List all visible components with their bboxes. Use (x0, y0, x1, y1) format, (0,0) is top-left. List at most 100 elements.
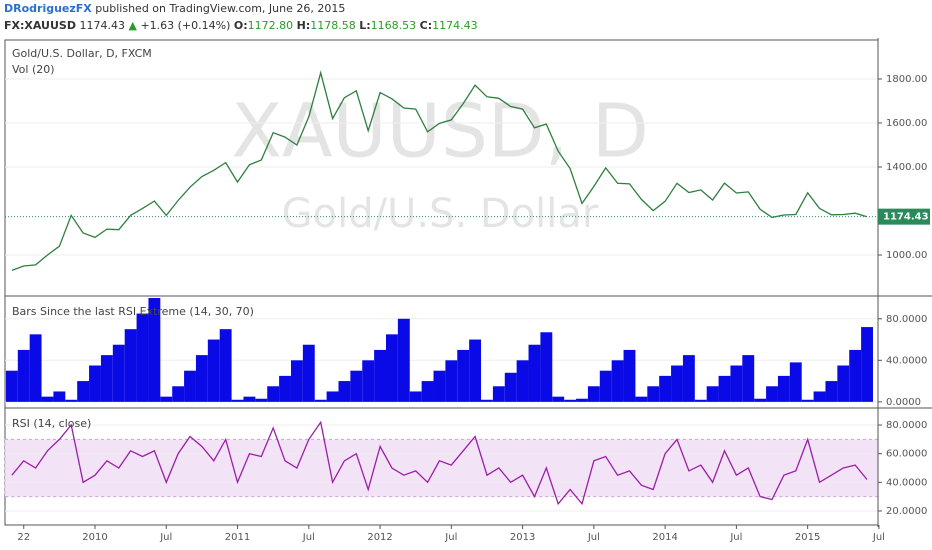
h-key: H: (296, 19, 311, 32)
bar (469, 339, 482, 402)
bar (730, 365, 743, 402)
bar (112, 344, 125, 402)
bar (77, 381, 90, 402)
bar (576, 398, 588, 402)
bar (754, 398, 767, 402)
bar (611, 360, 624, 402)
bar (777, 375, 790, 402)
bar (742, 355, 755, 402)
series-line (11, 420, 868, 506)
bar (694, 399, 707, 402)
watermark-sub: Gold/U.S. Dollar (282, 191, 599, 237)
bar (504, 372, 517, 402)
bar (136, 313, 149, 402)
y-tick-label: 40.0000 (886, 355, 927, 366)
bar (409, 391, 422, 402)
bar (647, 386, 660, 402)
bar (100, 355, 113, 402)
bar (445, 360, 458, 402)
c-key: C: (419, 19, 433, 32)
published: published on TradingView.com, June 26, 2… (95, 2, 346, 15)
bar (564, 399, 577, 402)
bar (706, 386, 719, 402)
bar (861, 327, 873, 402)
x-tick-label: Jul (159, 532, 172, 543)
x-tick-label: 2012 (367, 532, 392, 543)
y-tick-label: 60.0000 (886, 449, 927, 460)
y-tick-label: 80.0000 (886, 420, 927, 431)
bar (457, 349, 470, 402)
bar (374, 349, 386, 402)
author[interactable]: DRodriguezFX (4, 2, 92, 15)
bar (267, 386, 280, 402)
bar (362, 360, 375, 402)
l-key: L: (359, 19, 371, 32)
y-tick-label: 1000.00 (886, 250, 927, 261)
header-line: DRodriguezFX published on TradingView.co… (4, 0, 478, 17)
bar (481, 399, 493, 402)
bar (813, 391, 826, 402)
bar (492, 386, 505, 402)
y-tick-label: 1400.00 (886, 162, 927, 173)
bar (17, 349, 30, 402)
x-tick-label: 2013 (510, 532, 535, 543)
x-tick-label: 2010 (82, 532, 107, 543)
bar (516, 360, 529, 402)
chart: XAUUSD, D Gold/U.S. Dollar 1000.00 1400.00 1… (4, 38, 932, 543)
y-tick-label: 1800.00 (886, 74, 927, 85)
x-tick-label: 2015 (795, 532, 820, 543)
bar (148, 298, 161, 402)
bar (184, 370, 196, 402)
bar (290, 360, 303, 402)
y-tick-label: 20.0000 (886, 506, 927, 517)
header: DRodriguezFX published on TradingView.co… (4, 0, 478, 34)
bar (528, 344, 541, 402)
bar (53, 391, 66, 402)
bar (540, 332, 553, 402)
bar (635, 396, 648, 402)
bar (386, 334, 398, 402)
o-key: O: (233, 19, 248, 32)
bar (801, 399, 814, 402)
x-tick-label: Jul (444, 532, 457, 543)
bar (231, 399, 244, 402)
bar (623, 349, 636, 402)
bar (350, 370, 363, 402)
bar (587, 386, 600, 402)
bar (195, 355, 208, 402)
series-line (11, 70, 868, 272)
x-tick-label: 2014 (652, 532, 677, 543)
bar (433, 370, 446, 402)
bar (766, 386, 778, 402)
bar (255, 398, 268, 402)
bar (172, 386, 185, 402)
x-tick-label: Jul (587, 532, 600, 543)
y-tick-label: 1600.00 (886, 118, 927, 129)
last-price-box (878, 208, 930, 225)
bar (338, 381, 351, 402)
bar (326, 391, 339, 402)
bar (552, 396, 565, 402)
pane-subtitle: Vol (20) (12, 63, 55, 76)
y-tick-label: 40.0000 (886, 477, 927, 488)
pane-title: Gold/U.S. Dollar, D, FXCM (12, 47, 152, 60)
price: 1174.43 (79, 19, 125, 32)
bar (207, 339, 220, 402)
y-tick-label: 0.0000 (886, 397, 921, 408)
bar (837, 365, 850, 402)
bar (89, 365, 101, 402)
last-price-label: 1174.43 (883, 212, 929, 223)
bar (279, 375, 291, 402)
bar (789, 362, 802, 402)
bar (825, 381, 838, 402)
bar (124, 329, 137, 402)
bar (397, 318, 410, 402)
change: +1.63 (+0.14%) (140, 19, 231, 32)
bar (599, 370, 612, 402)
x-tick-label: 2011 (225, 532, 250, 543)
l-val: 1168.53 (370, 19, 417, 32)
arrow: ▲ (128, 19, 137, 32)
bar (243, 396, 256, 402)
c-val: 1174.43 (432, 19, 478, 32)
